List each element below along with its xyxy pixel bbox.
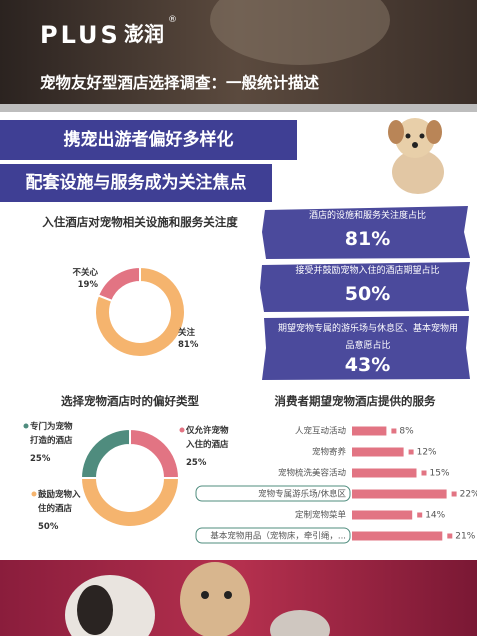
bar bbox=[352, 447, 404, 457]
slice-value: 25% bbox=[186, 458, 207, 468]
bar-value: 12% bbox=[417, 448, 437, 458]
highlight-label: 期望宠物专属的游乐场与休息区、基本宠物用品意愿占比 bbox=[278, 324, 459, 352]
row-highlight bbox=[195, 527, 351, 544]
bar bbox=[352, 468, 417, 478]
bar bbox=[352, 426, 387, 436]
value-marker bbox=[417, 512, 423, 518]
registered-mark: ® bbox=[168, 15, 177, 25]
donut-slice bbox=[96, 265, 141, 303]
banner-line: 配套设施与服务成为关注焦点 bbox=[25, 173, 247, 193]
brand: PLUS bbox=[40, 21, 121, 49]
bar-value: 22% bbox=[460, 490, 477, 500]
donut-slice bbox=[79, 477, 181, 528]
bar-category: 宠物梳洗美容活动 bbox=[278, 468, 347, 479]
banner-box bbox=[0, 120, 297, 160]
highlight-box bbox=[262, 316, 470, 380]
chart-title: 消费者期望宠物酒店提供的服务 bbox=[274, 394, 436, 408]
slice-label: 专门为宠物打造的酒店 bbox=[30, 422, 73, 447]
donut-slice bbox=[129, 427, 181, 479]
value-marker bbox=[421, 470, 427, 476]
bar-category: 定制宠物菜单 bbox=[295, 510, 347, 521]
slice-label: 仅允许宠物入住的酒店 bbox=[186, 426, 229, 451]
chart-title: 选择宠物酒店时的偏好类型 bbox=[61, 394, 199, 408]
puppy bbox=[388, 118, 444, 194]
bar-value: 15% bbox=[430, 469, 450, 479]
row-highlight bbox=[195, 485, 351, 502]
donut-slice bbox=[94, 265, 186, 358]
banner-line: 携宠出游者偏好多样化 bbox=[63, 130, 234, 150]
highlight-box bbox=[262, 206, 470, 259]
banner-box bbox=[0, 164, 272, 202]
highlight-value: 81% bbox=[344, 228, 391, 250]
slice-value: 19% bbox=[77, 280, 98, 290]
highlight-value: 50% bbox=[344, 283, 391, 305]
slice-label: 鼓励宠物入住的酒店 bbox=[38, 490, 81, 515]
bar-value: 21% bbox=[455, 532, 475, 542]
legend-dot bbox=[31, 491, 37, 497]
bar-category: 宠物寄养 bbox=[312, 447, 347, 458]
value-marker bbox=[391, 428, 397, 434]
chart-title: 入住酒店对宠物相关设施和服务关注度 bbox=[42, 215, 238, 229]
slice-value: 81% bbox=[178, 340, 199, 350]
slice-label: 关注 bbox=[178, 328, 196, 338]
slice-value: 25% bbox=[30, 454, 51, 464]
bar-value: 14% bbox=[425, 511, 445, 521]
legend-dot bbox=[179, 427, 185, 433]
highlight-value: 43% bbox=[344, 354, 391, 376]
value-marker bbox=[408, 449, 414, 455]
header-title: 宠物友好型酒店选择调查：一般统计描述 bbox=[40, 74, 320, 92]
header-strip bbox=[0, 104, 477, 112]
donut-slice bbox=[79, 427, 131, 479]
value-marker bbox=[451, 491, 457, 497]
bar bbox=[352, 510, 413, 520]
bar-category: 人宠互动活动 bbox=[295, 426, 347, 437]
slice-label: 不关心 bbox=[72, 268, 98, 278]
bar-category: 宠物专属游乐场/休息区 bbox=[258, 489, 346, 500]
slice-value: 50% bbox=[38, 522, 59, 532]
value-marker bbox=[447, 533, 453, 539]
highlight-box bbox=[260, 262, 470, 312]
bar-value: 8% bbox=[399, 427, 414, 437]
header-photo bbox=[210, 0, 390, 65]
bar-category: 基本宠物用品（宠物床，牵引绳，... bbox=[210, 531, 346, 542]
highlight-label: 酒店的设施和服务关注度占比 bbox=[308, 211, 426, 221]
bar bbox=[352, 489, 447, 499]
highlight-label: 接受并鼓励宠物入住的酒店期望占比 bbox=[295, 266, 440, 276]
footer-dogs bbox=[65, 562, 330, 636]
legend-dot bbox=[23, 423, 29, 429]
bar bbox=[352, 531, 443, 541]
brand-cn: 澎润 bbox=[124, 22, 164, 46]
